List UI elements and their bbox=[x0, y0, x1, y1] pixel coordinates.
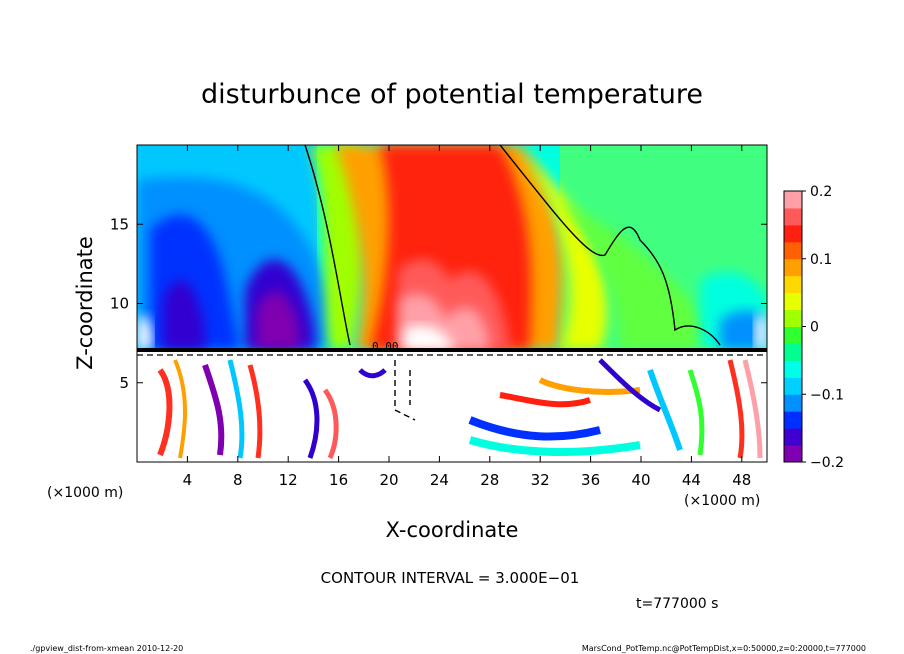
x-unit-right: (×1000 m) bbox=[684, 493, 760, 509]
x-tick-label: 16 bbox=[329, 471, 348, 489]
colorbar-band bbox=[784, 275, 802, 294]
x-tick-label: 48 bbox=[732, 471, 751, 489]
colorbar-tick-label: −0.1 bbox=[810, 387, 844, 403]
chart-title: disturbunce of potential temperature bbox=[201, 79, 703, 110]
colorbar-tick-label: 0 bbox=[810, 320, 819, 336]
contour-interval-text: CONTOUR INTERVAL = 3.000E−01 bbox=[321, 569, 580, 587]
x-tick-label: 20 bbox=[379, 471, 398, 489]
colorbar-tick-label: 0.1 bbox=[810, 252, 832, 268]
colorbar-band bbox=[784, 258, 802, 277]
colorbar-tick-label: −0.2 bbox=[810, 455, 844, 471]
footer-right: MarsCond_PotTemp.nc@PotTempDist,x=0:5000… bbox=[582, 644, 866, 653]
x-tick-label: 44 bbox=[682, 471, 701, 489]
colorbar-band bbox=[784, 241, 802, 260]
x-tick-label: 4 bbox=[183, 471, 193, 489]
colorbar: 0.2 0.1 0 −0.1 −0.2 bbox=[784, 184, 844, 471]
x-tick-label: 36 bbox=[581, 471, 600, 489]
colorbar-band bbox=[784, 224, 802, 243]
colorbar-tick-label: 0.2 bbox=[810, 184, 832, 200]
x-axis: 4 8 12 16 20 24 28 32 36 40 44 48 bbox=[183, 145, 751, 489]
upper-field bbox=[137, 145, 767, 350]
contour-label: 0.00 bbox=[372, 340, 399, 353]
x-tick-label: 40 bbox=[631, 471, 650, 489]
lower-field bbox=[137, 348, 767, 462]
contour-lines bbox=[304, 145, 721, 421]
x-tick-label: 12 bbox=[279, 471, 298, 489]
y-axis-label: Z-coordinate bbox=[73, 236, 97, 370]
y-axis: 5 10 15 bbox=[110, 215, 767, 392]
colorbar-frame bbox=[783, 190, 803, 463]
colorbar-band bbox=[784, 445, 802, 463]
colorbar-band bbox=[784, 292, 802, 311]
colorbar-band bbox=[784, 394, 802, 412]
plot-area: 0.00 bbox=[137, 145, 767, 462]
colorbar-band bbox=[784, 428, 802, 446]
colorbar-band bbox=[784, 326, 802, 344]
colorbar-band bbox=[784, 343, 802, 361]
x-axis-label: X-coordinate bbox=[386, 518, 519, 542]
x-tick-label: 28 bbox=[480, 471, 499, 489]
colorbar-band bbox=[784, 309, 802, 327]
y-tick-label: 15 bbox=[110, 215, 129, 233]
colorbar-band bbox=[784, 377, 802, 395]
colorbar-band bbox=[784, 191, 802, 209]
footer-left: ./gpview_dist-from-xmean 2010-12-20 bbox=[30, 644, 183, 653]
x-unit-left: (×1000 m) bbox=[47, 485, 123, 501]
colorbar-band bbox=[784, 411, 802, 429]
x-tick-label: 24 bbox=[430, 471, 449, 489]
colorbar-band bbox=[784, 360, 802, 378]
colorbar-band bbox=[784, 207, 802, 226]
x-tick-label: 32 bbox=[531, 471, 550, 489]
x-tick-label: 8 bbox=[233, 471, 243, 489]
y-tick-label: 5 bbox=[119, 374, 129, 392]
time-label: t=777000 s bbox=[636, 596, 718, 612]
y-tick-label: 10 bbox=[110, 295, 129, 313]
